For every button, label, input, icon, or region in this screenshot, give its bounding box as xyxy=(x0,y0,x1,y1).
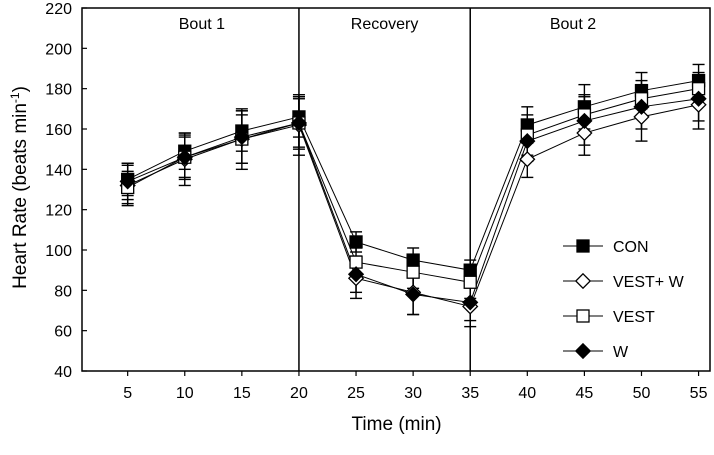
y-tick-label: 220 xyxy=(45,1,72,18)
point-w xyxy=(119,173,136,190)
point-w xyxy=(347,266,365,283)
point-vest xyxy=(463,275,477,289)
point-w xyxy=(633,98,650,115)
section-label: Recovery xyxy=(351,16,419,33)
y-axis-title: Heart Rate (beats min-1) xyxy=(8,86,31,289)
section-label: Bout 1 xyxy=(179,16,225,33)
labels-layer: 40 60 80 100 120 140 160 180 200 220 5 10 15 20 25 30 35… xyxy=(8,1,708,435)
legend-marker-con xyxy=(576,239,590,253)
point-w xyxy=(690,90,707,107)
point-w xyxy=(176,149,193,166)
x-axis-title: Time (min) xyxy=(352,414,442,435)
x-tick-label: 30 xyxy=(404,385,422,402)
point-vest-w xyxy=(519,151,536,168)
y-tick-label: 120 xyxy=(45,203,72,220)
point-w xyxy=(462,294,479,311)
x-tick-label: 20 xyxy=(290,385,308,402)
point-con xyxy=(349,235,363,249)
x-tick-label: 45 xyxy=(576,385,594,402)
point-w xyxy=(519,132,536,150)
y-tick-label: 80 xyxy=(54,283,72,300)
x-tick-label: 10 xyxy=(176,385,194,402)
legend-marker-vest xyxy=(576,309,590,323)
y-tick-label: 200 xyxy=(45,41,72,58)
y-tick-label: 180 xyxy=(45,82,72,99)
point-vest-w xyxy=(576,124,593,142)
y-tick-label: 40 xyxy=(54,364,72,381)
x-tick-label: 50 xyxy=(633,385,651,402)
legend-marker-vest-w xyxy=(574,272,592,290)
point-w xyxy=(233,128,250,146)
y-tick-label: 60 xyxy=(54,324,72,341)
x-tick-label: 15 xyxy=(233,385,251,402)
y-tick-label: 140 xyxy=(45,162,72,179)
x-tick-label: 25 xyxy=(347,385,365,402)
y-tick-label: 100 xyxy=(45,243,72,260)
point-w xyxy=(290,114,308,132)
legend-label-con: CON xyxy=(613,239,649,256)
markers-layer xyxy=(119,73,707,315)
x-tick-label: 40 xyxy=(518,385,536,402)
x-tick-label: 55 xyxy=(690,385,708,402)
point-vest xyxy=(406,265,420,279)
point-con xyxy=(463,263,477,277)
legend-label-vest-w: VEST+ W xyxy=(613,274,685,291)
point-w xyxy=(405,286,422,303)
point-con xyxy=(406,253,420,267)
legend-label-w: W xyxy=(613,344,629,361)
x-tick-label: 35 xyxy=(461,385,479,402)
point-vest-w xyxy=(633,108,650,126)
section-label: Bout 2 xyxy=(550,16,596,33)
legend-label-vest: VEST xyxy=(613,309,655,326)
y-tick-label: 160 xyxy=(45,122,72,139)
legend: CON VEST+ W VEST W xyxy=(563,239,685,361)
legend-marker-w xyxy=(574,342,592,360)
plot-frame xyxy=(81,7,711,372)
point-w xyxy=(576,112,593,130)
x-tick-label: 5 xyxy=(123,385,132,402)
